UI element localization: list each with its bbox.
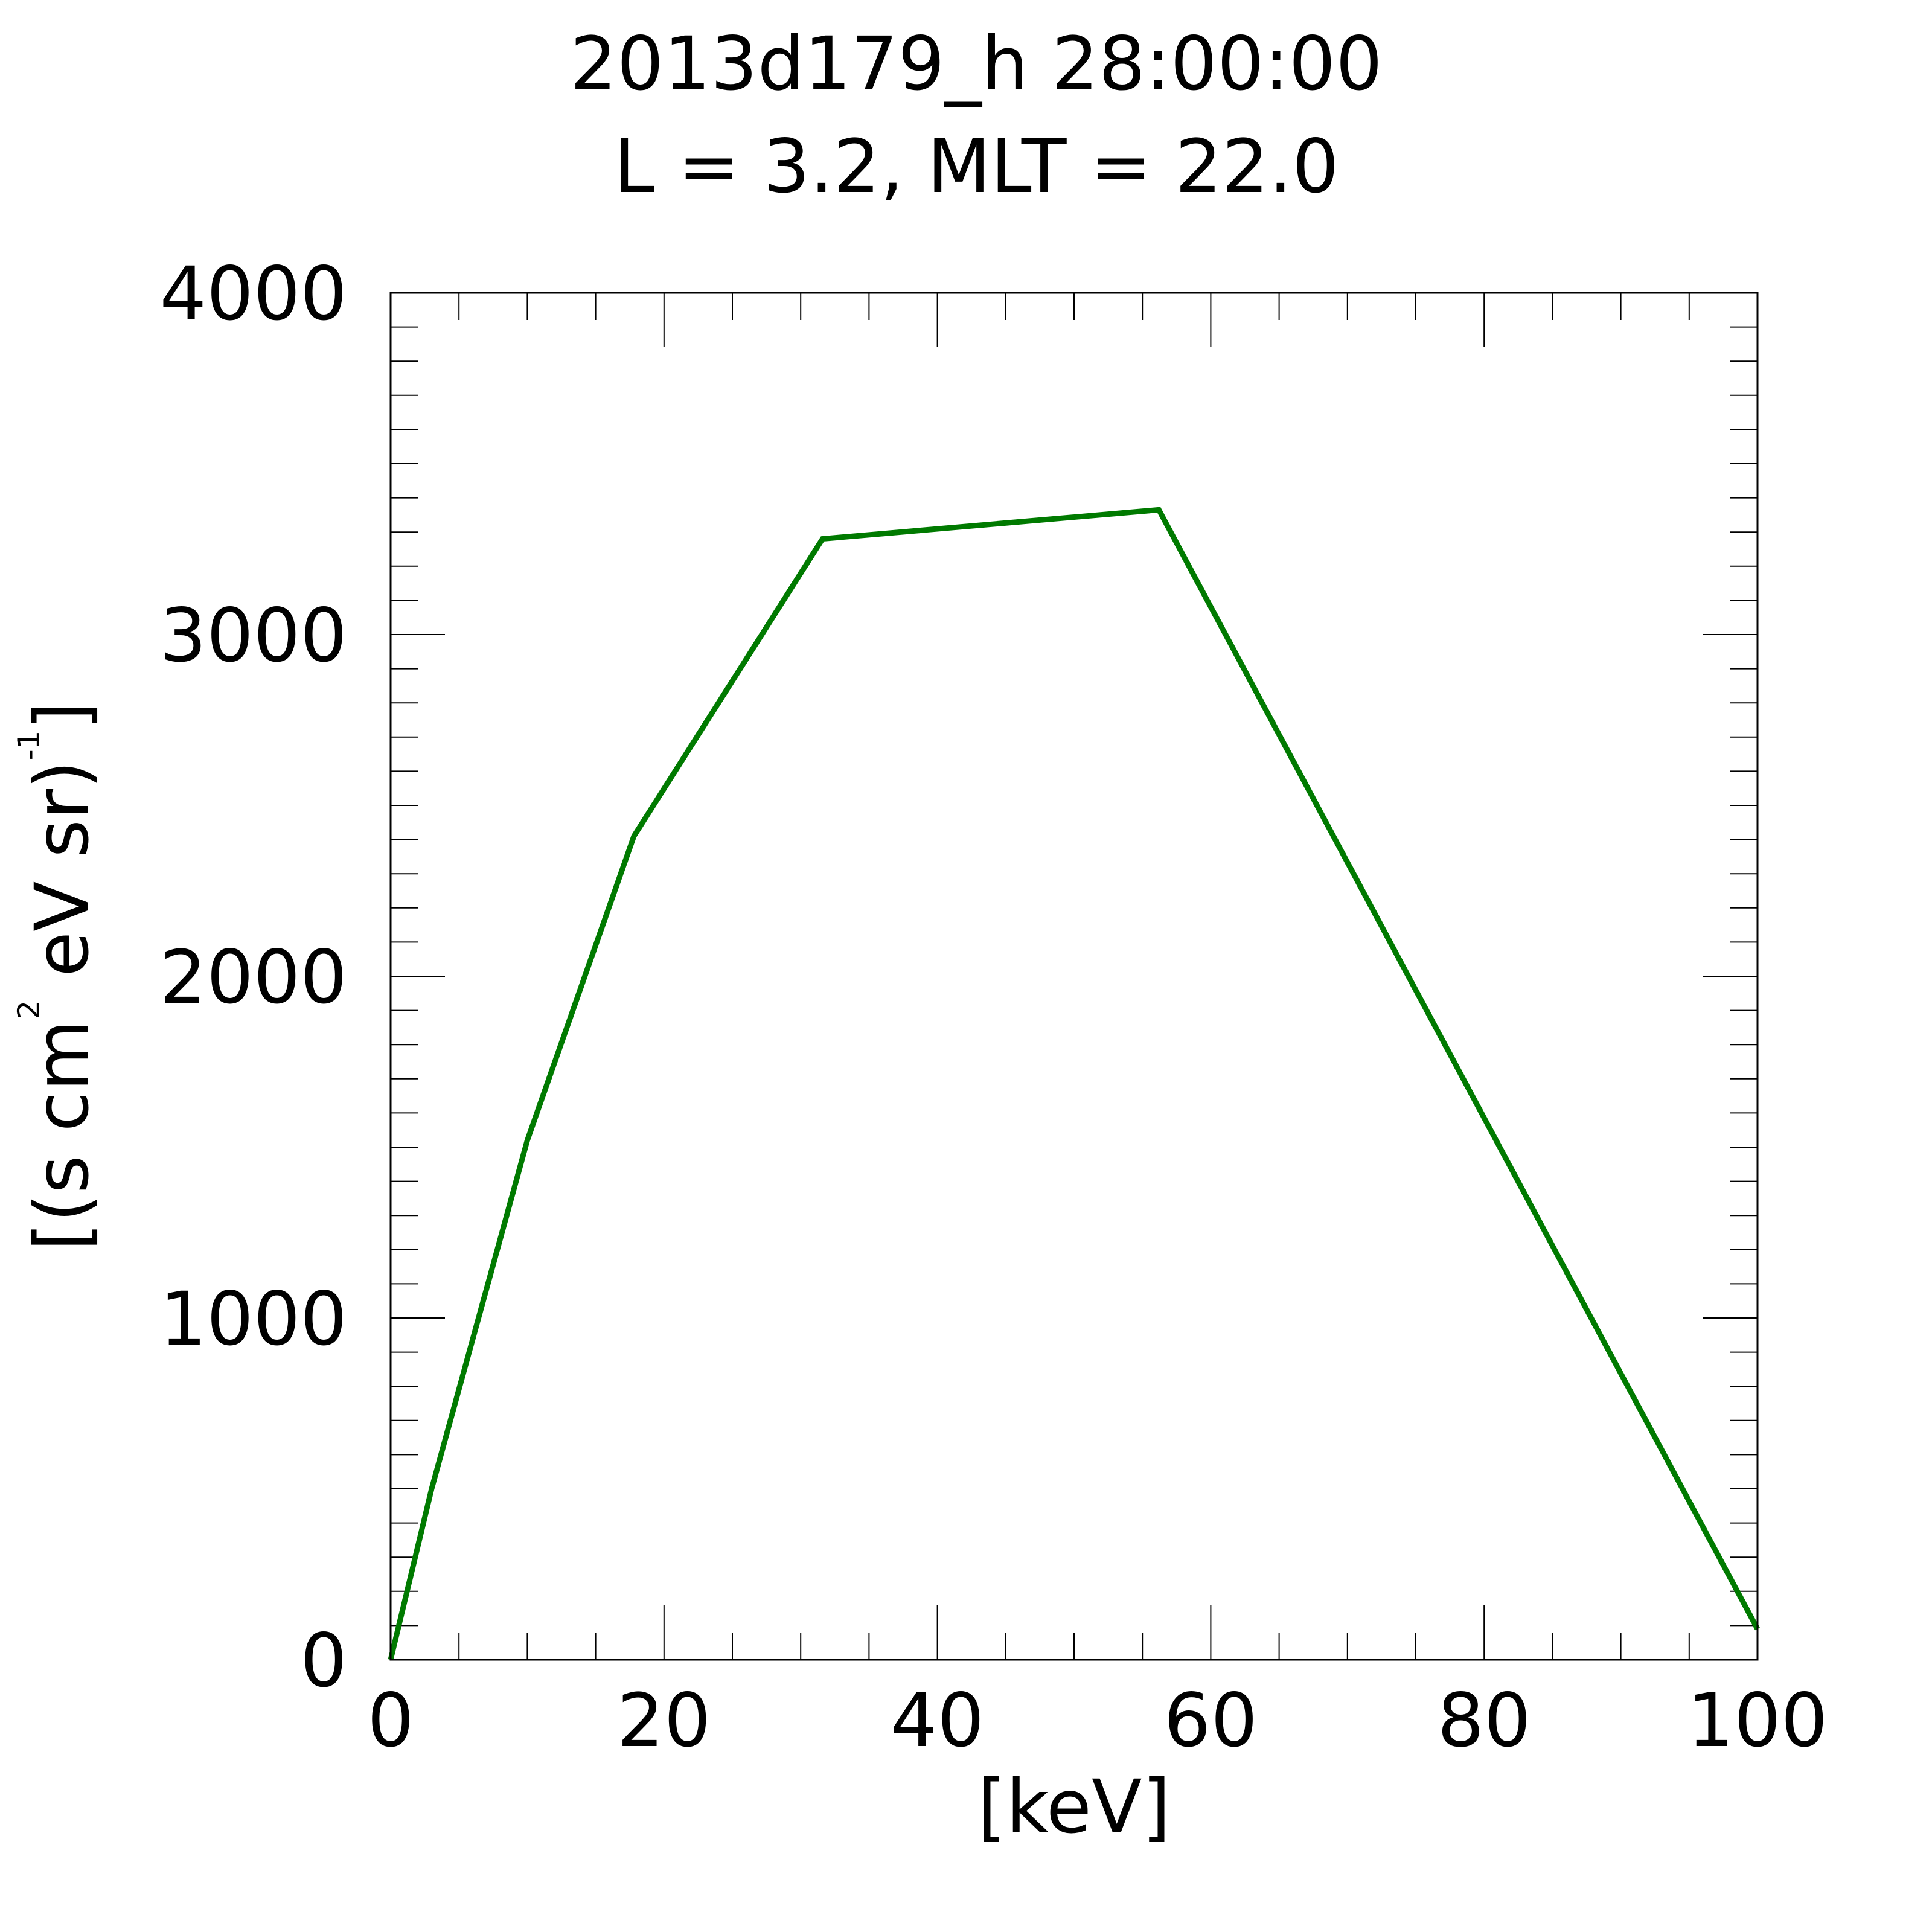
y-axis-label-sup2: -1 <box>11 731 46 761</box>
x-tick-label: 60 <box>1164 1678 1258 1764</box>
y-axis-label-part1: [(s cm <box>19 1020 105 1251</box>
y-axis-label-part2: eV sr) <box>19 760 105 1000</box>
x-tick-labels: 0 20 40 60 80 100 <box>367 1678 1828 1764</box>
y-tick-label: 0 <box>300 1618 347 1704</box>
chart-title-line1: 2013d179_h 28:00:00 <box>570 21 1383 107</box>
major-ticks <box>390 292 1758 1660</box>
x-tick-label: 80 <box>1438 1678 1531 1764</box>
series-line <box>388 507 1760 1661</box>
y-tick-label: 4000 <box>160 251 347 337</box>
y-tick-label: 1000 <box>160 1276 347 1362</box>
x-tick-label: 100 <box>1687 1678 1828 1764</box>
y-axis-label-sup1: 2 <box>11 1000 46 1020</box>
plot-frame <box>389 292 1759 1661</box>
x-tick-label: 40 <box>891 1678 984 1764</box>
y-tick-label: 3000 <box>160 593 347 679</box>
y-tick-label: 2000 <box>160 935 347 1020</box>
x-tick-label: 0 <box>367 1678 414 1764</box>
y-axis-label: [(s cm2 eV sr)-1] <box>11 702 105 1251</box>
x-axis-label: [keV] <box>977 1764 1171 1850</box>
chart-title-line2: L = 3.2, MLT = 22.0 <box>613 124 1339 210</box>
series-layer <box>388 507 1760 1661</box>
minor-ticks <box>391 293 1758 1660</box>
x-tick-label: 20 <box>617 1678 711 1764</box>
y-tick-labels: 0 1000 2000 3000 4000 <box>160 251 347 1704</box>
y-axis-label-part3: ] <box>19 702 105 731</box>
